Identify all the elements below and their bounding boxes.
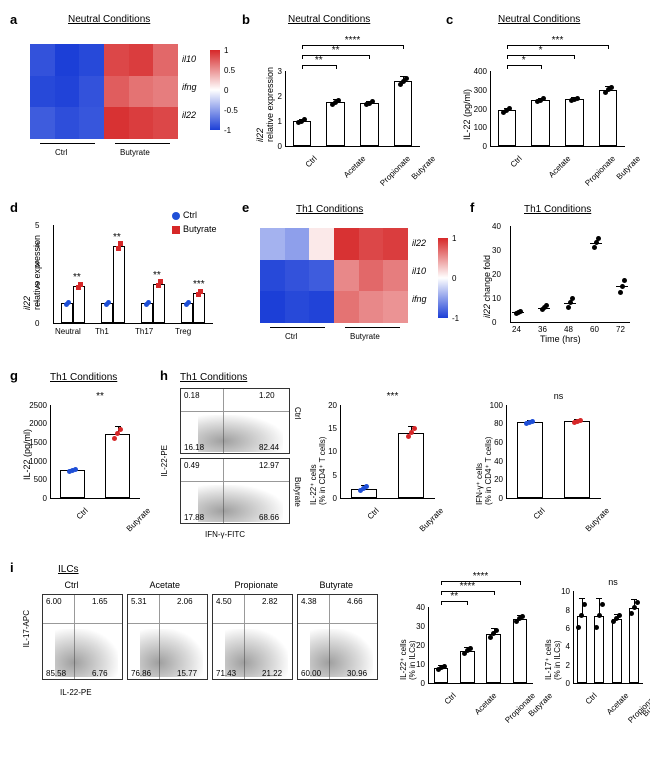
panel-a-letter: a (10, 12, 17, 27)
hm-a-but: Butyrate (120, 148, 150, 157)
gene-ifng: ifng (182, 82, 197, 92)
flow-i-xaxis: IL-22-PE (60, 688, 92, 697)
panel-c-chart: 0100200300400CtrlAcetatePropionateButyra… (490, 36, 625, 146)
panel-h-chart2: 020406080100CtrlButyratens (506, 388, 601, 498)
panel-g-title: Th1 Conditions (50, 372, 117, 383)
panel-e-letter: e (242, 200, 249, 215)
hm-a-ctrl: Ctrl (55, 148, 67, 157)
panel-i-title: ILCs (58, 564, 79, 575)
colorbar-a: -1-0.500.51 (210, 50, 220, 130)
panel-g-letter: g (10, 368, 18, 383)
flow-h-xaxis: IFN-γ-FITC (205, 530, 245, 539)
panel-d-letter: d (10, 200, 18, 215)
panel-i-letter: i (10, 560, 14, 575)
gene-e-b: il10 (412, 266, 426, 276)
hm-e-ctrl: Ctrl (285, 332, 297, 341)
panel-c-letter: c (446, 12, 453, 27)
panel-c-title: Neutral Conditions (498, 14, 580, 25)
colorbar-e: -101 (438, 238, 448, 318)
gene-e-a: il22 (412, 238, 426, 248)
panel-b-title: Neutral Conditions (288, 14, 370, 25)
panel-b-chart: 0123CtrlAcetatePropionateButyrate*******… (285, 36, 420, 146)
panel-i-chart2: 0246810CtrlAcetatePropionateButyratens (573, 575, 643, 683)
panel-e-title: Th1 Conditions (296, 204, 363, 215)
panel-f-ylabel: il22 change fold (482, 238, 492, 318)
gene-il10: il10 (182, 54, 196, 64)
panel-f-title: Th1 Conditions (524, 204, 591, 215)
legend-d-but: Butyrate (172, 224, 217, 234)
flow-i-yaxis: IL-17-APC (22, 610, 31, 647)
panel-i-flow: 6.001.6585.586.76Ctrl5.312.0676.8615.77A… (42, 580, 382, 680)
panel-e-heatmap (260, 228, 408, 323)
panel-h-chart1: 05101520CtrlButyrate*** (340, 388, 435, 498)
panel-h-letter: h (160, 368, 168, 383)
panel-a-heatmap (30, 44, 178, 139)
hm-e-but: Butyrate (350, 332, 380, 341)
legend-d-ctrl: Ctrl (172, 210, 197, 220)
panel-a-title: Neutral Conditions (68, 14, 150, 25)
panel-h-title: Th1 Conditions (180, 372, 247, 383)
panel-f-chart: 0102030402436486072 (510, 222, 630, 322)
flow-h-yaxis: IL-22-PE (160, 445, 169, 477)
panel-b-letter: b (242, 12, 250, 27)
panel-f-xlabel: Time (hrs) (540, 334, 581, 344)
gene-il22: il22 (182, 110, 196, 120)
panel-g-chart: 05001000150020002500CtrlButyrate** (50, 388, 140, 498)
panel-i-chart1: 010203040CtrlAcetatePropionateButyrate**… (428, 575, 533, 683)
gene-e-c: ifng (412, 294, 427, 304)
panel-h-flow: 0.181.2016.1882.44Ctrl0.4912.9717.8868.6… (180, 388, 290, 528)
panel-f-letter: f (470, 200, 474, 215)
